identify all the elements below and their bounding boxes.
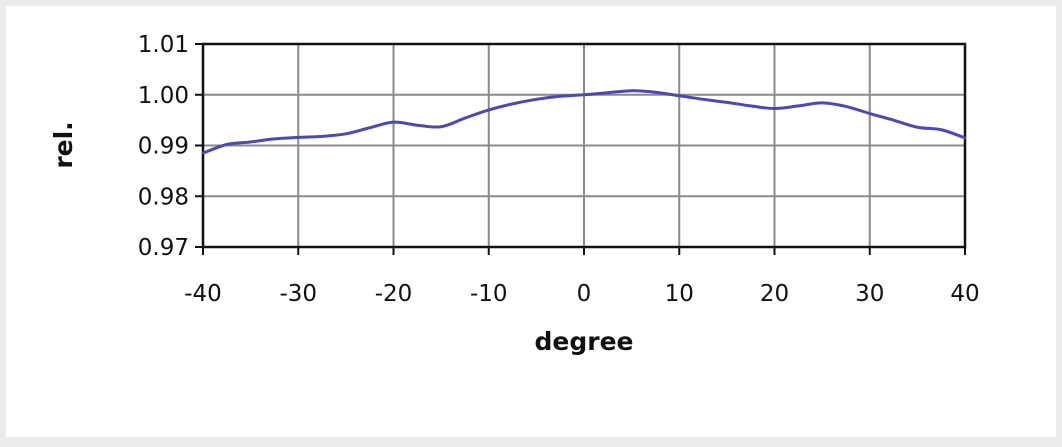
x-tick-label: -30 [279, 281, 317, 307]
x-axis-title: degree [535, 327, 634, 356]
x-tick-label: -10 [470, 281, 508, 307]
x-tick-label: 0 [577, 281, 592, 307]
x-tick-label: 30 [855, 281, 884, 307]
axis-ticks [195, 43, 966, 255]
x-tick-label: 20 [760, 281, 789, 307]
x-tick-labels: -40 -30 -20 -10 0 10 20 30 40 [184, 281, 979, 307]
series-line [201, 89, 967, 155]
y-tick-label: 0.99 [138, 134, 189, 160]
y-tick-label: 1.00 [138, 83, 189, 109]
y-tick-label: 1.01 [138, 32, 189, 58]
series-layer [201, 89, 967, 155]
chart-panel [6, 6, 1056, 437]
x-tick-label: 10 [665, 281, 694, 307]
y-tick-label: 0.97 [138, 235, 189, 261]
x-tick-label: -40 [184, 281, 222, 307]
x-tick-label: 40 [950, 281, 979, 307]
x-tick-label: -20 [375, 281, 413, 307]
y-tick-labels: 0.97 0.98 0.99 1.00 1.01 [138, 32, 189, 261]
y-axis-title: rel. [49, 121, 78, 168]
y-tick-label: 0.98 [138, 184, 189, 210]
grid [202, 43, 966, 248]
